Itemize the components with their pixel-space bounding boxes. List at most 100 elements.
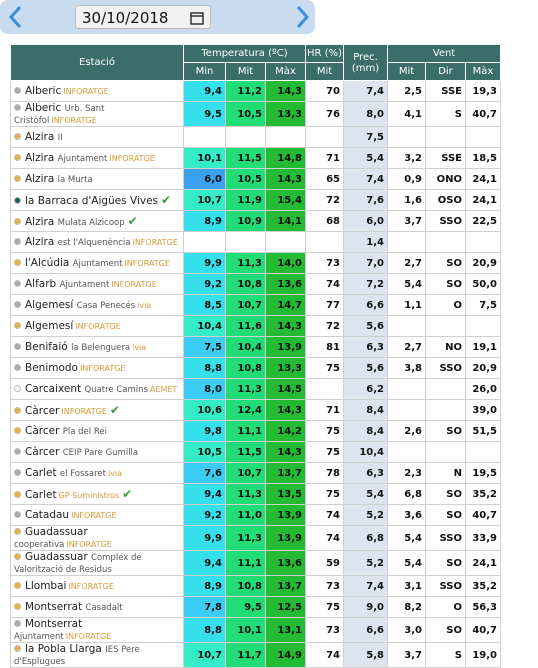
value-cell: 11,9 xyxy=(225,189,266,211)
value-cell: 3,8 xyxy=(387,357,426,379)
value-cell: 1,4 xyxy=(343,231,388,253)
value-cell: 5,2 xyxy=(343,504,388,526)
station-subname: la Belenguera xyxy=(71,343,131,353)
value-cell: 11,7 xyxy=(225,642,266,668)
status-dot xyxy=(14,427,21,434)
value-cell: 4,1 xyxy=(387,101,426,127)
value-cell: 5,4 xyxy=(387,550,426,576)
station-name: Algemesí xyxy=(25,299,74,311)
value-cell: 2,7 xyxy=(387,336,426,358)
source-tag: INFORATGE xyxy=(66,540,112,549)
value-cell: 14,3 xyxy=(265,168,306,190)
station-cell: Montserrat Ajuntament INFORATGE xyxy=(10,617,184,643)
value-cell: 70 xyxy=(305,80,344,102)
station-name: Alzira xyxy=(25,216,55,228)
value-cell: 10,6 xyxy=(183,399,226,421)
value-cell: 3,1 xyxy=(387,575,426,597)
value-cell: 6,8 xyxy=(387,483,426,505)
subheader-cell: Dir xyxy=(425,62,466,81)
station-subname: Quatre Camins xyxy=(84,385,148,395)
value-cell: 56,3 xyxy=(465,596,501,618)
header-cell: Temperatura (ºC) xyxy=(183,44,306,63)
status-dot xyxy=(14,197,21,204)
status-dot xyxy=(14,259,21,266)
value-cell: 7,6 xyxy=(183,462,226,484)
value-cell: 14,3 xyxy=(265,441,306,463)
value-cell: SSO xyxy=(425,575,466,597)
source-tag: ivia xyxy=(132,343,147,352)
value-cell: 7,4 xyxy=(343,168,388,190)
value-cell: 13,9 xyxy=(265,336,306,358)
station-row: Alberic Urb. Sant Cristòfol INFORATGE 9,5 1… xyxy=(10,101,501,127)
source-tag: INFORATGE xyxy=(111,280,157,289)
value-cell: 14,2 xyxy=(265,420,306,442)
value-cell: 19,5 xyxy=(465,462,501,484)
status-dot xyxy=(14,528,21,535)
station-row: Algemesí INFORATGE 10,4 11,6 14,3 72 5,6 xyxy=(10,315,501,337)
value-cell xyxy=(305,126,344,148)
station-row: Catadau INFORATGE 9,2 11,0 13,9 74 5,2 3,6 SO 40,… xyxy=(10,504,501,526)
next-button[interactable] xyxy=(292,4,312,30)
station-cell: Alzira Mulata Alzicoop ✔ xyxy=(10,210,184,232)
station-cell: Càrcer CEIP Pare Gumilla xyxy=(10,441,184,463)
value-cell: 74 xyxy=(305,525,344,551)
value-cell: SSE xyxy=(425,147,466,169)
value-cell: 75 xyxy=(305,357,344,379)
value-cell: 6,3 xyxy=(343,462,388,484)
station-name: Guadassuar xyxy=(25,551,88,563)
station-row: Benifaió la Belenguera ivia 7,5 10,4 13,9 81 6… xyxy=(10,336,501,358)
station-subname: Casadalt xyxy=(85,603,123,613)
value-cell: 10,7 xyxy=(183,189,226,211)
station-row: Guadassuar Complex de Valorització de Re… xyxy=(10,550,501,576)
value-cell: 24,1 xyxy=(465,550,501,576)
value-cell: 10,5 xyxy=(225,101,266,127)
value-cell: 1,6 xyxy=(387,189,426,211)
station-name: Carlet xyxy=(25,489,57,501)
station-cell: Alfarb Ajuntament INFORATGE xyxy=(10,273,184,295)
value-cell: 5,4 xyxy=(343,483,388,505)
date-input[interactable]: 30/10/2018 xyxy=(75,5,211,29)
value-cell: 10,7 xyxy=(225,294,266,316)
value-cell: 9,8 xyxy=(183,420,226,442)
station-row: Llombai INFORATGE 8,9 10,8 13,7 73 7,4 3,1 SSO 35… xyxy=(10,575,501,597)
value-cell: 14,3 xyxy=(265,399,306,421)
value-cell: 8,0 xyxy=(343,101,388,127)
station-row: Alberic INFORATGE 9,4 11,2 14,3 70 7,4 2,5 SSE 19… xyxy=(10,80,501,102)
station-name: Guadassuar xyxy=(25,526,88,538)
value-cell: SSO xyxy=(425,210,466,232)
value-cell xyxy=(387,126,426,148)
value-cell: 5,4 xyxy=(387,273,426,295)
value-cell: 0,9 xyxy=(387,168,426,190)
value-cell xyxy=(387,231,426,253)
value-cell: O xyxy=(425,294,466,316)
station-cell: Algemesí Casa Penecés ivia xyxy=(10,294,184,316)
calendar-icon[interactable] xyxy=(190,10,204,25)
station-name: Càrcer xyxy=(25,405,60,417)
value-cell: 7,2 xyxy=(343,273,388,295)
value-cell xyxy=(305,378,344,400)
station-subname: Pla del Rei xyxy=(62,427,107,437)
value-cell: 3,6 xyxy=(387,504,426,526)
value-cell: 20,9 xyxy=(465,252,501,274)
status-dot xyxy=(14,154,21,161)
station-subname: Urb. Sant Cristòfol xyxy=(14,104,105,126)
value-cell: 40,7 xyxy=(465,504,501,526)
value-cell: 9,9 xyxy=(183,525,226,551)
value-cell xyxy=(387,399,426,421)
station-subname: la Murta xyxy=(57,175,93,185)
value-cell: 10,9 xyxy=(225,210,266,232)
value-cell: 6,0 xyxy=(183,168,226,190)
value-cell: 11,1 xyxy=(225,420,266,442)
value-cell: 9,2 xyxy=(183,273,226,295)
value-cell: 9,0 xyxy=(343,596,388,618)
value-cell: 8,8 xyxy=(183,357,226,379)
value-cell: 2,7 xyxy=(387,252,426,274)
prev-button[interactable] xyxy=(6,4,26,30)
station-row: Guadassuar cooperativa INFORATGE 9,9 11,3 13… xyxy=(10,525,501,551)
value-cell xyxy=(425,126,466,148)
station-row: Alzira Mulata Alzicoop ✔ 8,9 10,9 14,1 68 6,0 3… xyxy=(10,210,501,232)
value-cell xyxy=(465,315,501,337)
source-tag: INFORATGE xyxy=(65,632,112,641)
station-cell: Algemesí INFORATGE xyxy=(10,315,184,337)
value-cell xyxy=(183,231,226,253)
